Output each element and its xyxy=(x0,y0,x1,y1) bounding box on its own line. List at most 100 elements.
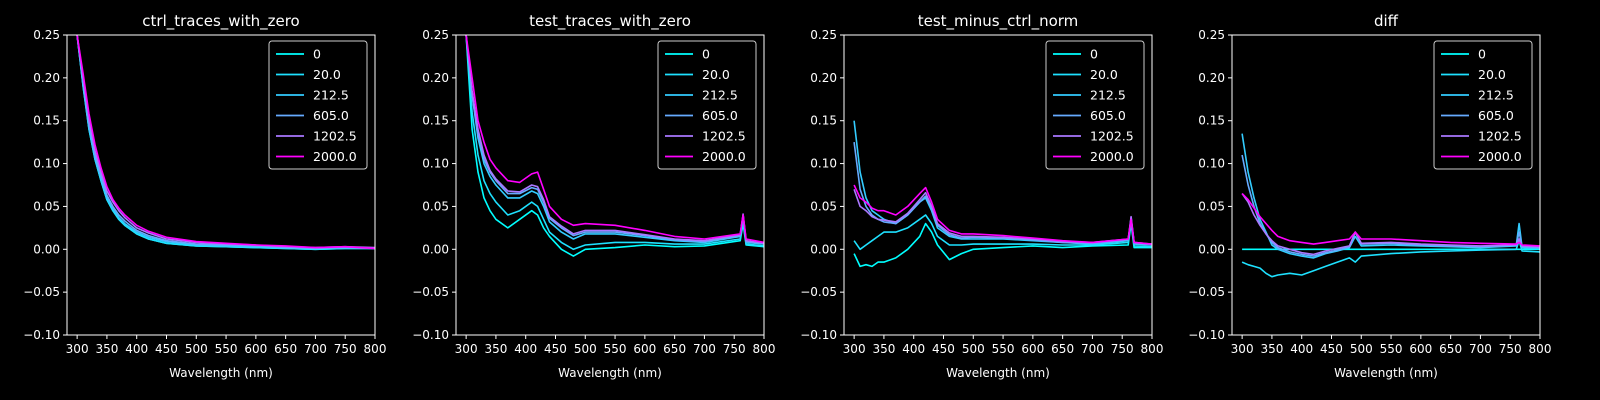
x-tick-label: 650 xyxy=(1051,342,1074,356)
legend-entry-label: 605.0 xyxy=(1090,108,1126,123)
y-tick-label: −0.10 xyxy=(412,328,449,342)
y-tick-label: 0.25 xyxy=(810,28,837,42)
legend-entry-label: 605.0 xyxy=(1478,108,1514,123)
legend-entry-label: 0 xyxy=(1478,47,1486,62)
y-tick-label: 0.10 xyxy=(810,157,837,171)
legend-entry-label: 0 xyxy=(313,47,321,62)
legend-entry-label: 212.5 xyxy=(313,88,349,103)
y-tick-label: −0.05 xyxy=(412,285,449,299)
x-tick-label: 350 xyxy=(1260,342,1283,356)
y-tick-label: 0.15 xyxy=(1198,114,1225,128)
x-axis-label: Wavelength (nm) xyxy=(1334,366,1438,380)
series-line-1 xyxy=(465,35,764,257)
chart-title: test_traces_with_zero xyxy=(529,12,691,31)
x-axis-label: Wavelength (nm) xyxy=(946,366,1050,380)
legend-entry-label: 2000.0 xyxy=(1090,149,1134,164)
legend-entry-label: 0 xyxy=(1090,47,1098,62)
y-tick-label: 0.05 xyxy=(1198,199,1225,213)
legend-box xyxy=(1433,40,1533,170)
y-tick-label: 0.25 xyxy=(1198,28,1225,42)
legend-box xyxy=(1045,40,1145,170)
y-tick-label: −0.05 xyxy=(23,285,60,299)
legend-entry-label: 212.5 xyxy=(1478,88,1514,103)
legend-entry-label: 2000.0 xyxy=(702,149,746,164)
chart-panel-3: 300 350 400 450 500 550 600 650 700 750 800 −0.10 −0… xyxy=(800,12,1163,380)
y-tick-label: 0.00 xyxy=(1198,242,1225,256)
legend-entry-label: 20.0 xyxy=(1478,67,1506,82)
legend-entry-label: 1202.5 xyxy=(702,129,746,144)
series-group xyxy=(76,35,375,251)
x-tick-label: 350 xyxy=(484,342,507,356)
y-tick-label: −0.10 xyxy=(800,328,837,342)
series-line-5 xyxy=(465,35,764,245)
series-line-6 xyxy=(465,35,764,244)
y-tick-label: 0.15 xyxy=(33,114,60,128)
x-tick-label: 650 xyxy=(663,342,686,356)
x-tick-label: 600 xyxy=(244,342,267,356)
legend-entry-label: 1202.5 xyxy=(313,129,357,144)
legend-entry-label: 20.0 xyxy=(1090,67,1118,82)
x-tick-label: 500 xyxy=(185,342,208,356)
y-tick-label: 0.05 xyxy=(422,199,449,213)
x-tick-label: 500 xyxy=(1350,342,1373,356)
x-tick-label: 550 xyxy=(1380,342,1403,356)
x-tick-label: 700 xyxy=(1469,342,1492,356)
x-tick-label: 550 xyxy=(992,342,1015,356)
series-line-2 xyxy=(853,214,1152,251)
axes-frame xyxy=(1231,34,1541,336)
axes-frame xyxy=(843,34,1153,336)
x-tick-label: 700 xyxy=(1081,342,1104,356)
legend-entry-label: 1202.5 xyxy=(1090,129,1134,144)
x-tick-label: 300 xyxy=(843,342,866,356)
series-line-2 xyxy=(465,35,764,251)
legend-entry-label: 1202.5 xyxy=(1478,129,1522,144)
series-line-1 xyxy=(853,222,1152,268)
y-tick-label: 0.15 xyxy=(422,114,449,128)
x-tick-label: 700 xyxy=(304,342,327,356)
x-tick-label: 800 xyxy=(753,342,776,356)
series-line-2 xyxy=(1241,239,1540,278)
legend-box xyxy=(657,40,757,170)
series-line-4 xyxy=(76,35,375,250)
y-tick-label: 0.05 xyxy=(810,199,837,213)
y-tick-label: 0.20 xyxy=(810,71,837,85)
x-tick-label: 300 xyxy=(455,342,478,356)
series-group xyxy=(853,120,1152,268)
y-tick-label: 0.00 xyxy=(810,242,837,256)
x-tick-label: 800 xyxy=(364,342,387,356)
x-tick-label: 350 xyxy=(872,342,895,356)
chart-title: diff xyxy=(1374,12,1399,30)
chart-panel-2: 300 350 400 450 500 550 600 650 700 750 800 −0.10 −0… xyxy=(412,12,775,380)
legend: 0 20.0 212.5 605.0 1202.5 2000.0 xyxy=(1045,40,1145,170)
series-line-6 xyxy=(76,35,375,250)
legend-entry-label: 605.0 xyxy=(702,108,738,123)
x-tick-label: 750 xyxy=(1499,342,1522,356)
x-tick-label: 500 xyxy=(574,342,597,356)
y-tick-label: 0.10 xyxy=(422,157,449,171)
y-tick-label: 0.00 xyxy=(33,242,60,256)
series-line-6 xyxy=(1241,193,1540,247)
legend-entry-label: 212.5 xyxy=(702,88,738,103)
chart-panel-1: 300 350 400 450 500 550 600 650 700 750 800 −0.10 −0… xyxy=(23,12,386,380)
legend-entry-label: 212.5 xyxy=(1090,88,1126,103)
y-tick-label: −0.10 xyxy=(1188,328,1225,342)
series-line-4 xyxy=(465,35,764,245)
x-tick-label: 750 xyxy=(723,342,746,356)
x-tick-label: 300 xyxy=(1231,342,1254,356)
x-tick-label: 400 xyxy=(514,342,537,356)
x-tick-label: 450 xyxy=(932,342,955,356)
x-tick-label: 750 xyxy=(334,342,357,356)
y-tick-label: 0.25 xyxy=(422,28,449,42)
chart-panel-4: 300 350 400 450 500 550 600 650 700 750 800 −0.10 −0… xyxy=(1188,12,1551,380)
y-tick-label: 0.20 xyxy=(422,71,449,85)
x-tick-label: 600 xyxy=(1409,342,1432,356)
axes-frame xyxy=(66,34,376,336)
x-tick-label: 700 xyxy=(693,342,716,356)
x-tick-label: 400 xyxy=(902,342,925,356)
y-tick-label: 0.25 xyxy=(33,28,60,42)
x-tick-label: 300 xyxy=(66,342,89,356)
y-tick-label: 0.10 xyxy=(33,157,60,171)
y-tick-label: 0.15 xyxy=(810,114,837,128)
